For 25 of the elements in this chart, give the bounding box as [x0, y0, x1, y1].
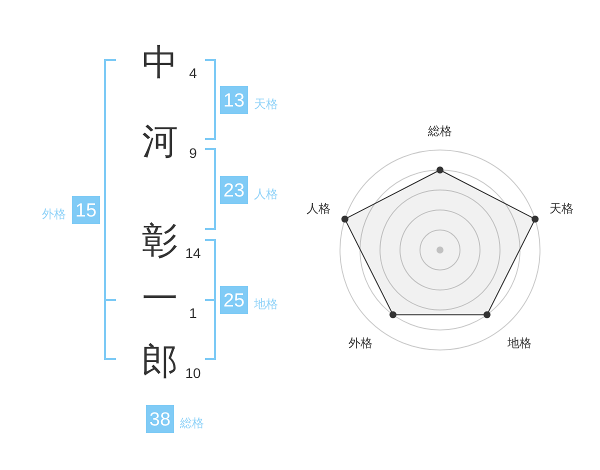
fortune-value: 23 [220, 176, 248, 204]
axis-label: 地格 [508, 336, 532, 350]
axis-label: 外格 [348, 336, 372, 350]
stroke-count: 4 [189, 65, 197, 81]
stroke-count: 14 [185, 245, 201, 261]
character: 一 [142, 278, 178, 318]
fortune-name: 総格 [180, 416, 204, 430]
axis-label: 人格 [306, 201, 331, 216]
character: 郎 [142, 340, 178, 382]
stroke-count: 1 [189, 305, 197, 321]
fortune-value: 15 [72, 196, 100, 224]
axis-label: 総格 [428, 124, 452, 138]
fortune-name: 天格 [254, 97, 278, 111]
stroke-count: 9 [189, 145, 197, 161]
axis-label: 天格 [549, 201, 574, 216]
character: 彰 [142, 220, 178, 260]
fortune-value: 38 [146, 405, 174, 433]
fortune-name: 外格 [42, 207, 66, 221]
fortune-value: 13 [220, 86, 248, 114]
fortune-value: 25 [220, 286, 248, 314]
character: 中 [142, 42, 178, 82]
fortune-name: 人格 [254, 187, 278, 201]
stroke-count: 10 [185, 365, 201, 381]
character: 河 [142, 120, 178, 162]
fortune-name: 地格 [254, 297, 278, 311]
